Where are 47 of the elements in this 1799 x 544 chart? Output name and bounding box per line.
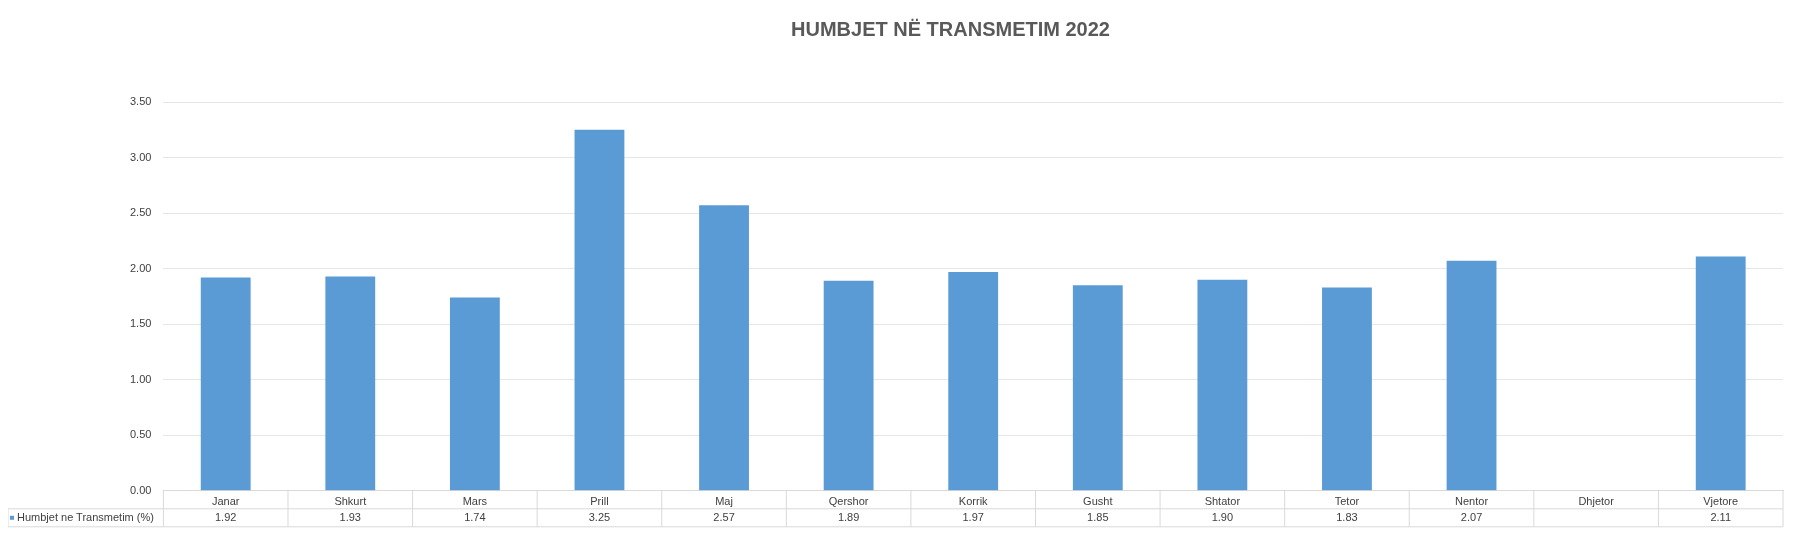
legend-label: Humbjet ne Transmetim (%)	[17, 510, 154, 523]
data-label: 2.11	[1710, 510, 1731, 523]
x-tick-label: Shkurt	[334, 495, 367, 508]
bar	[574, 129, 625, 491]
y-tick-label: 3.00	[129, 150, 152, 163]
data-label: 1.83	[1336, 510, 1358, 523]
bar	[325, 276, 376, 491]
bar	[823, 280, 874, 491]
data-label: 1.89	[837, 510, 860, 523]
x-tick-label: Nentor	[1455, 495, 1489, 508]
y-tick-label: 1.50	[129, 317, 152, 330]
y-tick-label: 2.50	[129, 206, 152, 219]
x-tick-label: Korrik	[958, 495, 989, 508]
bar	[1322, 287, 1372, 491]
data-label: 1.74	[464, 510, 486, 523]
bar	[1072, 285, 1123, 491]
bar	[948, 271, 999, 491]
data-label: 1.97	[962, 510, 984, 523]
bar	[449, 297, 500, 491]
data-label: 1.92	[214, 510, 237, 523]
x-tick-label: Shtator	[1204, 495, 1241, 508]
bar	[1446, 260, 1497, 491]
chart-title: HUMBJET NË TRANSMETIM 2022	[791, 17, 1110, 40]
data-label: 3.25	[588, 510, 611, 523]
data-label: 2.57	[713, 510, 735, 523]
y-tick-label: 0.50	[129, 428, 152, 441]
x-tick-label: Mars	[462, 495, 488, 508]
bar	[1695, 256, 1746, 491]
x-tick-label: Gusht	[1083, 495, 1113, 508]
x-tick-label: Maj	[715, 495, 733, 508]
x-tick-label: Janar	[211, 495, 240, 508]
x-tick-label: Vjetore	[1703, 495, 1739, 508]
data-label: 1.93	[339, 510, 361, 523]
bar	[699, 205, 749, 491]
data-label: 1.90	[1211, 510, 1234, 523]
bar	[200, 277, 251, 491]
data-label: 1.85	[1087, 510, 1109, 523]
x-tick-label: Tetor	[1334, 495, 1360, 508]
y-tick-label: 1.00	[129, 372, 152, 385]
bar	[1197, 279, 1248, 491]
y-tick-label: 2.00	[129, 261, 152, 274]
y-tick-label: 3.50	[129, 95, 152, 108]
y-tick-label: 0.00	[129, 483, 152, 496]
x-tick-label: Dhjetor	[1578, 495, 1615, 508]
x-tick-label: Qershor	[828, 495, 869, 508]
data-label: 2.07	[1460, 510, 1483, 523]
x-tick-label: Prill	[590, 495, 609, 508]
